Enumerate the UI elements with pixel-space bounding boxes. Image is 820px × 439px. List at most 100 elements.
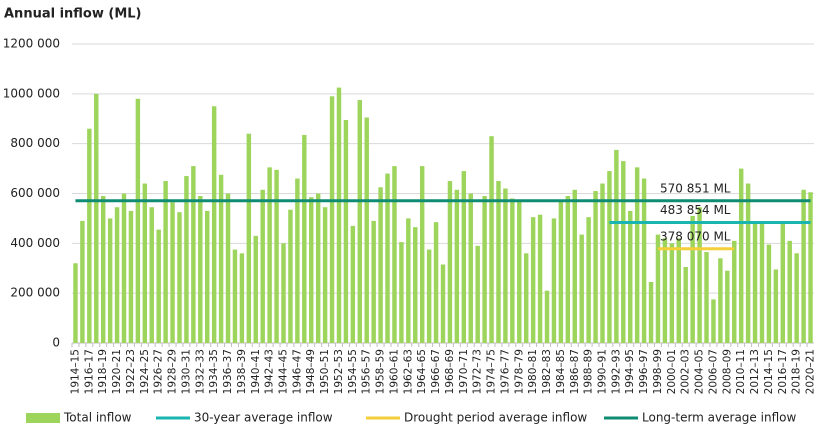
x-tick-label: 1958–59	[375, 349, 387, 394]
bar	[73, 263, 78, 343]
bar	[648, 281, 654, 343]
x-tick-label: 1920–21	[111, 349, 123, 394]
x-tick-label: 1940–41	[250, 349, 262, 394]
bar	[94, 93, 99, 343]
bar	[163, 181, 168, 343]
bar	[628, 210, 633, 343]
legend-label: 30-year average inflow	[194, 411, 333, 425]
bar	[773, 269, 779, 343]
line-value-label: 378 070 ML	[660, 229, 731, 243]
x-tick-label: 1950–51	[319, 349, 331, 394]
bar	[607, 171, 612, 343]
bar	[655, 234, 661, 343]
x-tick-label: 1954–55	[347, 349, 359, 394]
bar	[579, 234, 584, 343]
x-tick-label: 1922–23	[125, 349, 137, 394]
bar	[177, 212, 182, 343]
bar	[801, 189, 806, 343]
bar	[530, 217, 536, 343]
bar	[510, 198, 515, 343]
x-tick-label: 2016–17	[777, 349, 789, 394]
y-tick-label: 600 000	[10, 186, 60, 200]
bar	[468, 193, 473, 343]
x-tick-label: 2004–05	[694, 349, 706, 394]
x-tick-label: 1956–57	[361, 349, 373, 394]
x-tick-label: 1988–89	[583, 349, 595, 394]
bar	[593, 191, 598, 343]
x-tick-label: 1938–39	[236, 349, 248, 394]
x-tick-label: 1928–29	[167, 349, 179, 394]
bar	[586, 217, 591, 343]
bar	[621, 161, 626, 343]
x-tick-label: 1926–27	[153, 349, 165, 394]
bar	[634, 167, 640, 343]
x-tick-label: 1964–65	[416, 349, 428, 394]
bar	[690, 215, 695, 343]
y-tick-label: 200 000	[10, 286, 60, 300]
legend-label: Total inflow	[63, 411, 132, 425]
x-tick-label: 1974–75	[486, 349, 498, 394]
bar	[419, 166, 425, 343]
y-tick-label: 0	[52, 336, 60, 350]
x-tick-label: 2010–11	[735, 349, 747, 394]
x-tick-label: 1948–49	[305, 349, 317, 394]
bar	[156, 229, 161, 343]
bar	[302, 134, 307, 343]
bar	[426, 249, 432, 343]
x-tick-label: 2000–01	[666, 349, 678, 394]
y-tick-label: 800 000	[10, 136, 60, 150]
bar	[433, 222, 439, 343]
bar	[121, 193, 127, 343]
bar	[697, 207, 702, 343]
bar	[718, 258, 723, 343]
bar	[523, 253, 529, 343]
bar	[322, 207, 328, 343]
bar	[274, 169, 279, 343]
bar	[205, 210, 210, 343]
bar	[669, 243, 675, 343]
x-tick-label: 1984–85	[555, 349, 567, 394]
bar	[329, 96, 335, 343]
bar	[364, 117, 369, 343]
bar	[600, 183, 605, 343]
x-tick-label: 1924–25	[139, 349, 151, 394]
bar	[142, 183, 148, 343]
bar	[551, 218, 557, 343]
bar	[392, 166, 397, 343]
bar	[288, 209, 293, 343]
bar	[232, 249, 238, 343]
bar	[725, 270, 730, 343]
x-tick-label: 1946–47	[291, 349, 303, 394]
bar	[711, 299, 716, 343]
x-tick-label: 1986–87	[569, 349, 581, 394]
bar	[572, 189, 577, 343]
bar	[787, 240, 792, 343]
x-tick-label: 1916–17	[83, 349, 95, 394]
x-tick-label: 1976–77	[499, 349, 511, 394]
bar	[662, 238, 668, 343]
bar	[738, 168, 744, 343]
bar	[350, 225, 356, 343]
bar	[406, 218, 411, 343]
x-tick-label: 2006–07	[707, 349, 719, 394]
bar	[496, 181, 501, 343]
y-tick-label: 1000 000	[3, 86, 60, 100]
bar	[170, 202, 175, 343]
legend-label: Long-term average inflow	[642, 411, 796, 425]
bar	[225, 193, 231, 343]
x-tick-label: 1930–31	[180, 349, 192, 394]
line-value-label: 483 854 ML	[660, 203, 731, 217]
bar	[413, 227, 418, 343]
x-tick-label: 1994–95	[624, 349, 636, 394]
bar	[544, 290, 550, 343]
bar	[794, 253, 799, 343]
x-tick-label: 1970–71	[458, 349, 470, 394]
bar	[239, 253, 245, 343]
bar	[260, 189, 265, 343]
bar	[135, 98, 141, 343]
bar	[614, 149, 619, 343]
x-tick-label: 1968–69	[444, 349, 456, 394]
bar	[114, 207, 120, 343]
x-tick-label: 1980–81	[527, 349, 539, 394]
